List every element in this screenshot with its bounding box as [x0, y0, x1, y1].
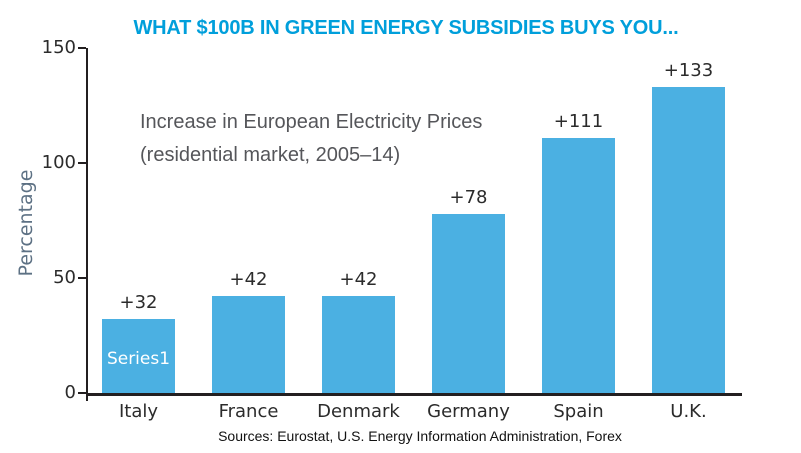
bar-value-label: +32	[119, 292, 158, 313]
bar-germany	[432, 214, 505, 393]
annotation-line-2: (residential market, 2005–14)	[140, 144, 401, 166]
annotation: Increase in European Electricity Prices …	[140, 106, 482, 172]
bar-value-label: +78	[449, 187, 488, 208]
bar-uk	[652, 87, 725, 393]
y-axis-tick	[78, 277, 86, 279]
y-axis-tick-label: 0	[64, 382, 76, 403]
bar-france	[212, 296, 285, 393]
x-axis-labels: Italy France Denmark Germany Spain U.K.	[88, 401, 742, 425]
y-axis-tick-label: 50	[53, 267, 76, 288]
bar-spain	[542, 138, 615, 393]
x-axis-label-france: France	[218, 401, 279, 422]
bar-value-label: +111	[553, 111, 604, 132]
source-note: Sources: Eurostat, U.S. Energy Informati…	[218, 428, 622, 444]
x-axis-label-spain: Spain	[553, 401, 604, 422]
y-axis-tick	[78, 162, 86, 164]
y-axis-tick-label: 100	[41, 152, 76, 173]
y-axis-tick-label: 150	[41, 37, 76, 58]
y-axis-tick	[78, 392, 86, 394]
chart-title: WHAT $100B IN GREEN ENERGY SUBSIDIES BUY…	[133, 17, 679, 39]
x-axis-label-italy: Italy	[118, 401, 159, 422]
annotation-line-1: Increase in European Electricity Prices	[140, 111, 483, 133]
bar-value-label: +133	[663, 60, 714, 81]
x-axis-corner-tick	[86, 393, 88, 401]
series-legend-label: Series1	[106, 349, 171, 369]
y-axis-tick	[78, 47, 86, 49]
y-axis-title: Percentage	[15, 169, 37, 277]
bar-value-label: +42	[339, 269, 378, 290]
x-axis-label-uk: U.K.	[670, 401, 707, 422]
bar-italy: Series1	[102, 319, 175, 393]
x-axis-label-germany: Germany	[427, 401, 510, 422]
bar-denmark	[322, 296, 395, 393]
plot-area: 0 50 100 150 Series1 +32 +42 +42 +78 +111 +133	[42, 37, 742, 403]
bar-value-label: +42	[229, 269, 268, 290]
x-axis-label-denmark: Denmark	[317, 401, 400, 422]
